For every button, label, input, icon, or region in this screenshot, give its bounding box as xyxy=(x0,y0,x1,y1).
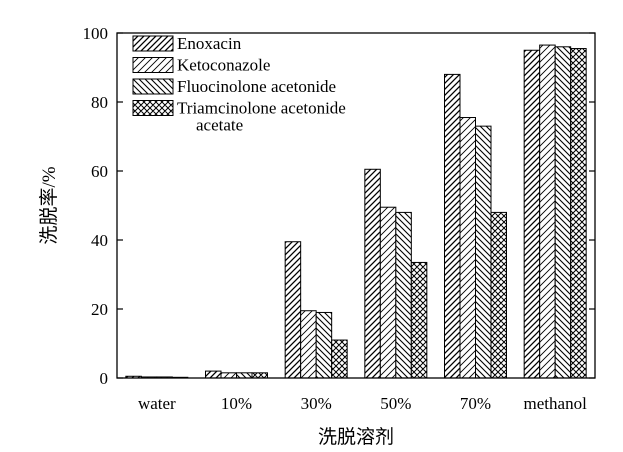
bar-3-2 xyxy=(236,372,253,379)
bar-4-5 xyxy=(490,211,507,379)
bar-4-2 xyxy=(251,372,268,379)
legend-label-3: Fluocinolone acetonide xyxy=(177,77,336,96)
bar-3-6 xyxy=(554,46,572,379)
legend-label-4: Triamcinolone acetonide xyxy=(177,99,346,118)
x-tick-label: methanol xyxy=(524,394,588,413)
bar-1-6 xyxy=(523,49,541,379)
bar-1-3 xyxy=(284,241,302,379)
bar-3-5 xyxy=(475,125,492,379)
legend-swatch-3 xyxy=(132,78,174,95)
x-tick-label: water xyxy=(138,394,176,413)
y-tick-label: 60 xyxy=(91,162,108,181)
legend-label-2: Ketoconazole xyxy=(177,56,270,75)
bar-3-4 xyxy=(395,211,412,379)
x-tick-label: 50% xyxy=(380,394,411,413)
bar-2-2 xyxy=(220,372,237,379)
bar-2-3 xyxy=(300,310,317,379)
legend-label-1: Enoxacin xyxy=(177,34,242,53)
bar-4-4 xyxy=(410,261,428,379)
bar-2-6 xyxy=(539,44,556,379)
y-tick-label: 0 xyxy=(100,369,109,388)
plot-frame xyxy=(116,32,596,379)
y-tick-label: 40 xyxy=(91,231,108,250)
bar-2-4 xyxy=(379,206,397,379)
x-tick-label: 30% xyxy=(301,394,332,413)
legend-swatch-2 xyxy=(132,57,174,73)
y-axis-title: 洗脱率/% xyxy=(38,166,60,244)
bar-3-3 xyxy=(315,311,333,379)
legend-swatch-4 xyxy=(132,100,174,116)
bar-1-5 xyxy=(444,73,461,379)
y-tick-label: 100 xyxy=(83,24,109,43)
bar-4-3 xyxy=(331,339,348,379)
bar-4-6 xyxy=(570,48,587,379)
legend-label-4: acetate xyxy=(196,116,243,135)
y-tick-label: 80 xyxy=(91,93,108,112)
bar-2-5 xyxy=(459,117,476,379)
x-tick-label: 10% xyxy=(221,394,252,413)
bar-1-4 xyxy=(364,168,381,379)
x-tick-label: 70% xyxy=(460,394,491,413)
bar-1-2 xyxy=(205,370,222,379)
y-tick-label: 20 xyxy=(91,300,108,319)
legend-swatch-1 xyxy=(132,35,174,52)
x-axis-title: 洗脱溶剂 xyxy=(318,426,394,448)
